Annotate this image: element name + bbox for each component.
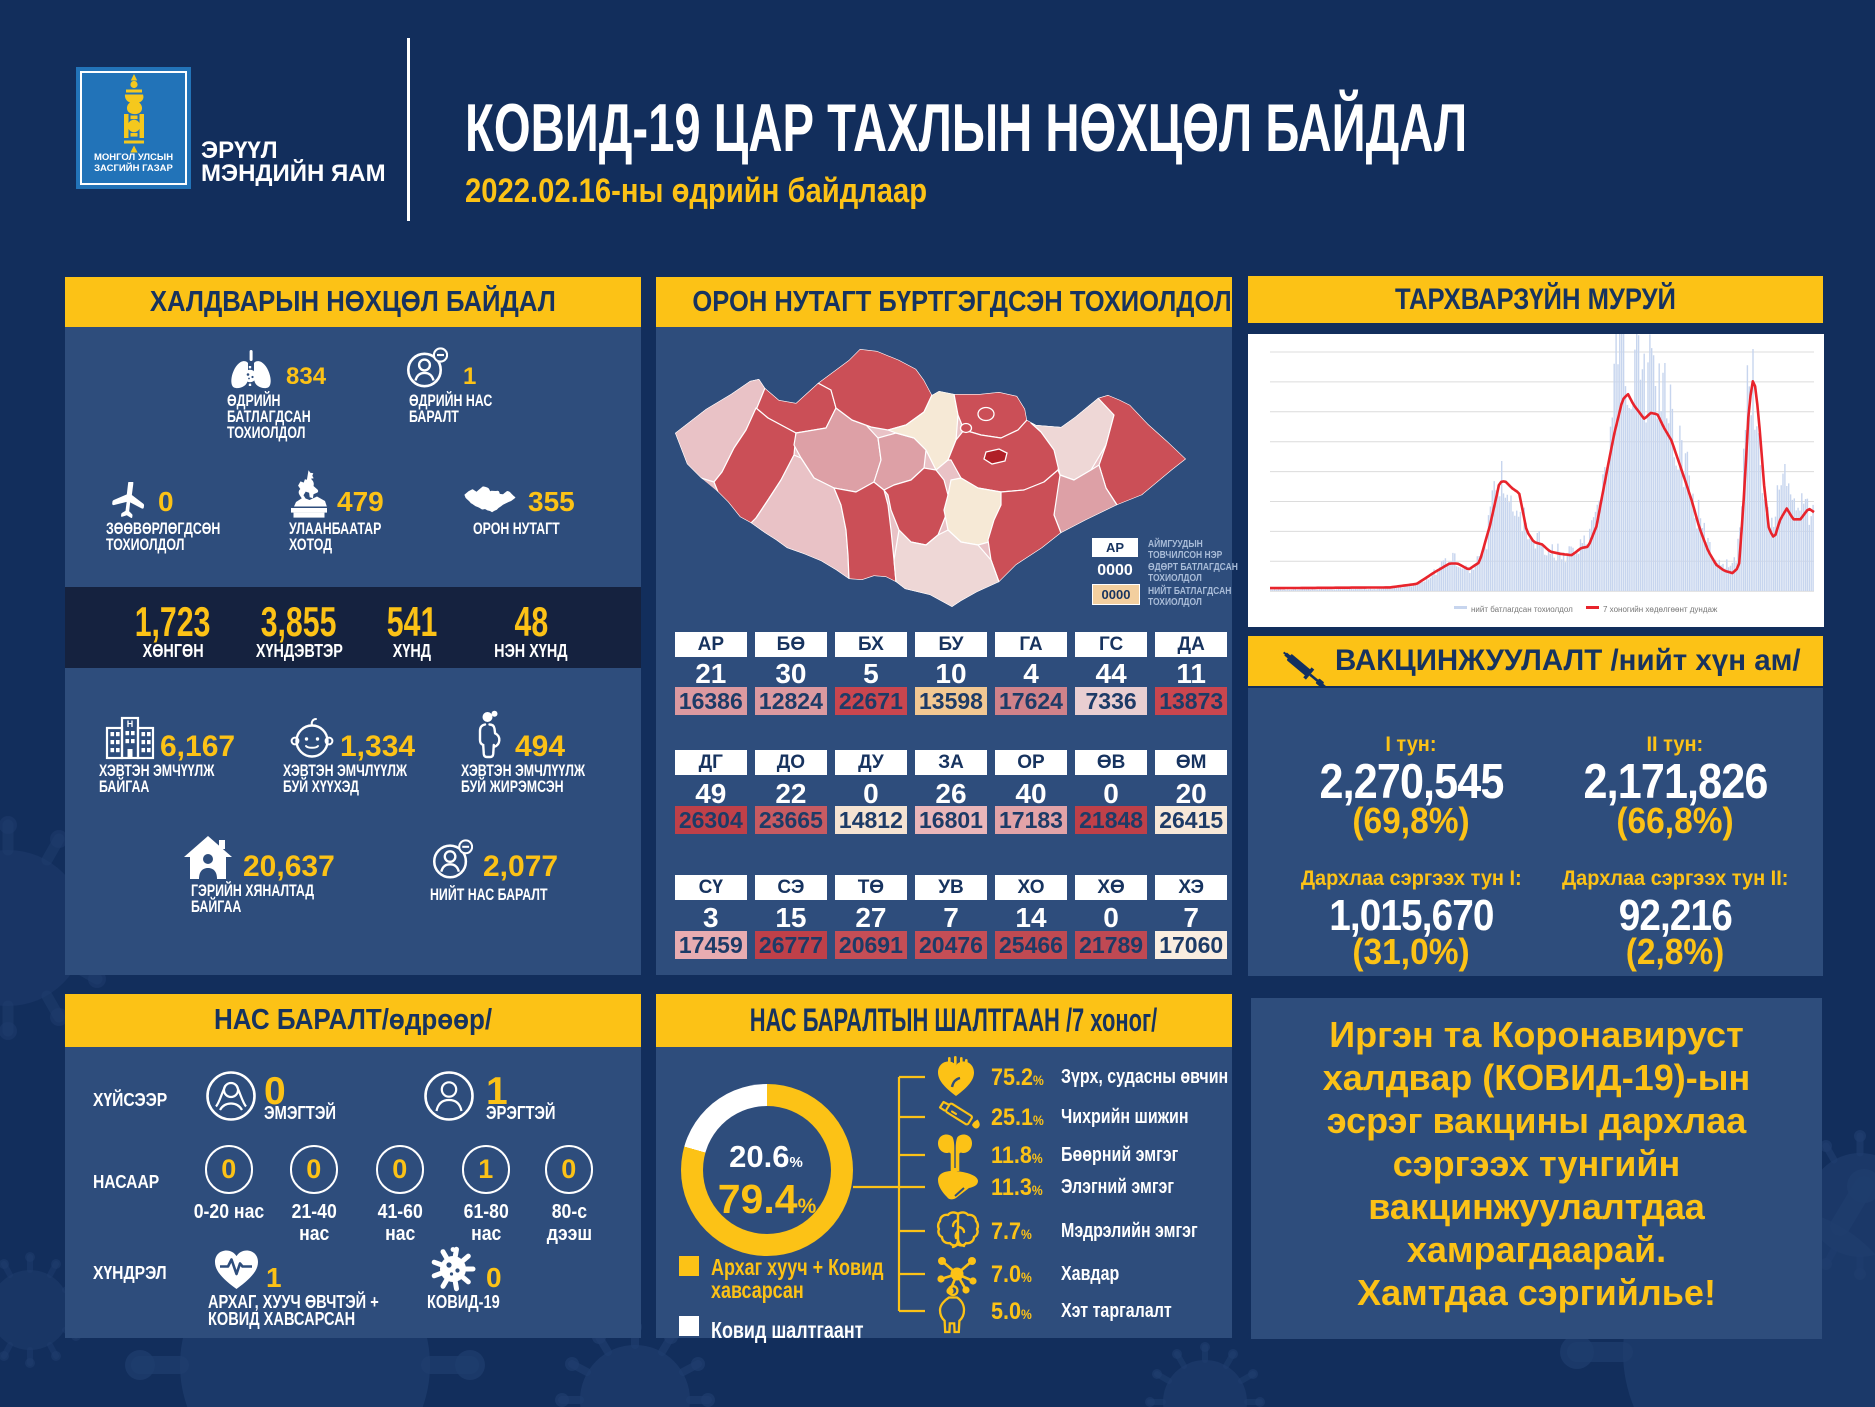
svg-text:7 хоногийн хөдөлгөөнт дундаж: 7 хоногийн хөдөлгөөнт дундаж [1603, 605, 1718, 614]
svg-text:нийт батлагдсан тохиолдол: нийт батлагдсан тохиолдол [1471, 605, 1573, 614]
svg-text:H: H [127, 719, 134, 729]
